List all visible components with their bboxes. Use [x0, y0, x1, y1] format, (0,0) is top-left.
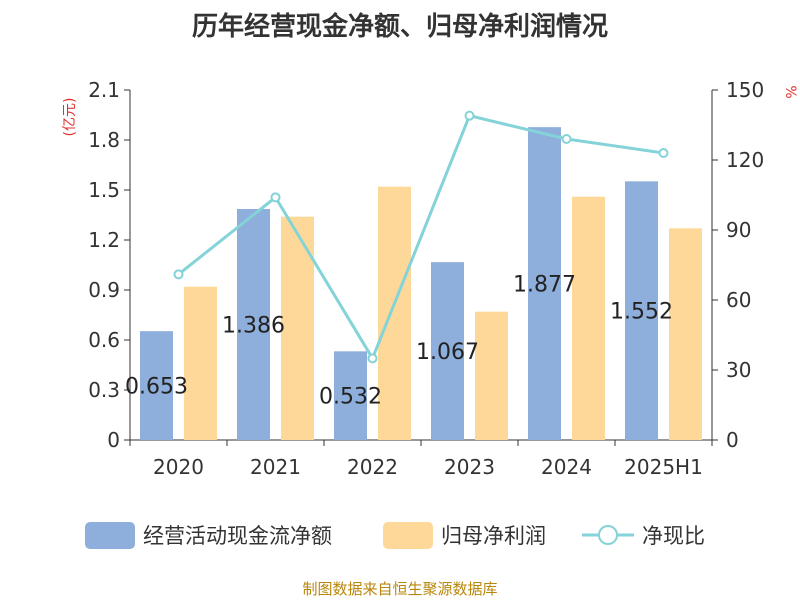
line-net-cash-ratio — [177, 113, 664, 362]
x-category-label: 2024 — [541, 455, 592, 479]
left-tick-label: 0 — [107, 428, 120, 452]
bar-net-profit — [669, 228, 702, 440]
legend-swatch-cashflow — [85, 522, 135, 549]
legend-marker-ratio — [598, 525, 618, 545]
line-point — [270, 192, 281, 203]
x-category-label: 2023 — [444, 455, 495, 479]
line-point — [173, 269, 184, 280]
right-tick-label: 30 — [726, 358, 751, 382]
left-tick-label: 1.5 — [88, 178, 120, 202]
left-tick-label: 1.8 — [88, 128, 120, 152]
bar-cashflow — [431, 262, 464, 440]
legend-label-net-profit: 归母净利润 — [441, 524, 546, 548]
bar-net-profit — [378, 186, 411, 440]
left-tick-label: 2.1 — [88, 78, 120, 102]
line-point — [367, 353, 378, 364]
bar-data-label: 0.532 — [319, 385, 382, 410]
line-point — [658, 148, 669, 158]
left-axis-unit: (亿元) — [62, 98, 78, 137]
left-tick-label: 0.3 — [88, 378, 120, 402]
bar-data-label: 0.653 — [125, 375, 188, 400]
bar-cashflow — [140, 331, 173, 440]
left-tick-label: 0.9 — [88, 278, 120, 302]
x-category-label: 2025H1 — [624, 455, 703, 479]
source-note: 制图数据来自恒生聚源数据库 — [302, 580, 498, 598]
bar-cashflow — [625, 181, 658, 441]
chart-title: 历年经营现金净额、归母净利润情况 — [191, 12, 608, 42]
right-tick-label: 150 — [726, 78, 764, 102]
bar-cashflow — [528, 127, 561, 441]
bar-data-label: 1.067 — [416, 340, 479, 365]
left-tick-label: 0.6 — [88, 328, 120, 352]
right-tick-label: 0 — [726, 428, 739, 452]
x-category-label: 2022 — [347, 455, 398, 479]
bar-cashflow — [334, 351, 367, 440]
bar-net-profit — [184, 286, 217, 440]
right-tick-label: 90 — [726, 218, 751, 242]
x-category-label: 2020 — [153, 455, 204, 479]
bar-net-profit — [475, 311, 508, 440]
bar-data-label: 1.877 — [513, 273, 576, 298]
right-tick-label: 120 — [726, 148, 764, 172]
left-tick-label: 1.2 — [88, 228, 120, 252]
line-point — [464, 110, 475, 121]
right-tick-label: 60 — [726, 288, 751, 312]
line-point — [561, 134, 572, 144]
bar-net-profit — [572, 196, 605, 440]
right-axis-unit: % — [782, 85, 798, 98]
legend-swatch-net-profit — [383, 522, 433, 549]
x-category-label: 2021 — [250, 455, 301, 479]
bar-data-label: 1.552 — [610, 300, 673, 325]
bar-data-label: 1.386 — [222, 314, 285, 339]
legend-label-cashflow: 经营活动现金流净额 — [143, 524, 332, 548]
bar-cashflow — [237, 209, 270, 440]
legend-label-ratio: 净现比 — [642, 524, 705, 548]
